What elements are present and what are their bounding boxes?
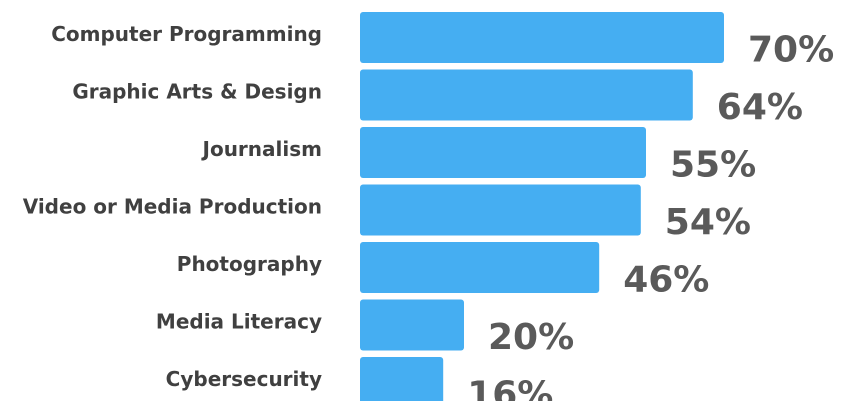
category-label-4: Photography [177,252,322,276]
bar-3 [360,184,641,236]
value-label-1: 64% [717,87,803,128]
category-label-1: Graphic Arts & Design [72,80,322,104]
bar-4 [360,242,600,293]
category-label-2: Journalism [201,137,322,161]
bar-0 [360,12,724,63]
category-label-0: Computer Programming [51,22,322,46]
value-label-6: 16% [467,375,553,401]
category-label-6: Cybersecurity [166,367,322,391]
category-label-3: Video or Media Production [23,195,322,219]
bar-5 [360,299,464,351]
value-label-2: 55% [670,145,756,186]
category-label-5: Media Literacy [156,310,322,334]
value-label-4: 46% [623,260,709,301]
bar-2 [360,127,646,178]
value-label-3: 54% [665,202,751,243]
value-label-5: 20% [488,317,574,358]
value-label-0: 70% [748,30,834,71]
bar-6 [360,357,444,401]
bar-1 [360,69,693,121]
